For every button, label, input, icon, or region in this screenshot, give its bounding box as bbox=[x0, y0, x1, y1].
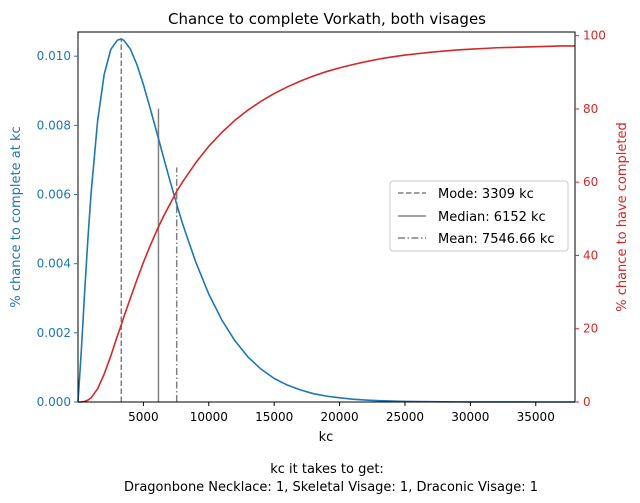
chart-title: Chance to complete Vorkath, both visages bbox=[168, 10, 486, 28]
right-y-tick-label: 40 bbox=[583, 248, 598, 262]
x-tick-label: 35000 bbox=[517, 410, 555, 424]
x-tick-label: 25000 bbox=[386, 410, 424, 424]
right-y-tick-label: 100 bbox=[583, 29, 606, 43]
left-y-tick-label: 0.008 bbox=[37, 118, 71, 132]
left-y-tick-label: 0.010 bbox=[37, 49, 71, 63]
x-axis-ticks: 5000 10000 15000 20000 25000 30000 35000 bbox=[128, 402, 555, 424]
right-y-axis-ticks: 0 20 40 60 80 100 bbox=[575, 29, 606, 409]
right-y-tick-label: 20 bbox=[583, 322, 598, 336]
left-y-tick-label: 0.002 bbox=[37, 326, 71, 340]
x-tick-label: 5000 bbox=[128, 410, 159, 424]
legend-label-mode: Mode: 3309 kc bbox=[438, 187, 534, 202]
right-y-axis-label: % chance to have completed bbox=[615, 122, 630, 312]
x-axis-label: kc bbox=[319, 430, 334, 445]
x-tick-label: 10000 bbox=[190, 410, 228, 424]
left-y-axis-label: % chance to complete at kc bbox=[9, 126, 24, 307]
caption-line-2: Dragonbone Necklace: 1, Skeletal Visage:… bbox=[124, 480, 538, 495]
legend-label-median: Median: 6152 kc bbox=[438, 210, 546, 225]
x-tick-label: 15000 bbox=[255, 410, 293, 424]
legend-label-mean: Mean: 7546.66 kc bbox=[438, 232, 555, 247]
axes-frame bbox=[77, 31, 576, 403]
legend-box bbox=[389, 180, 569, 252]
left-y-tick-label: 0.004 bbox=[37, 257, 71, 271]
legend: Mode: 3309 kc Median: 6152 kc Mean: 7546… bbox=[389, 180, 569, 252]
right-y-tick-label: 60 bbox=[583, 175, 598, 189]
right-y-tick-label: 80 bbox=[583, 102, 598, 116]
x-tick-label: 20000 bbox=[320, 410, 358, 424]
series-line-cumulative-chance bbox=[77, 45, 575, 403]
x-tick-label: 30000 bbox=[451, 410, 489, 424]
left-y-axis-ticks: 0.000 0.002 0.004 0.006 0.008 0.010 bbox=[37, 49, 78, 409]
caption-line-1: kc it takes to get: bbox=[270, 462, 384, 477]
left-y-tick-label: 0.000 bbox=[37, 395, 71, 409]
right-y-tick-label: 0 bbox=[583, 395, 591, 409]
left-y-tick-label: 0.006 bbox=[37, 188, 71, 202]
